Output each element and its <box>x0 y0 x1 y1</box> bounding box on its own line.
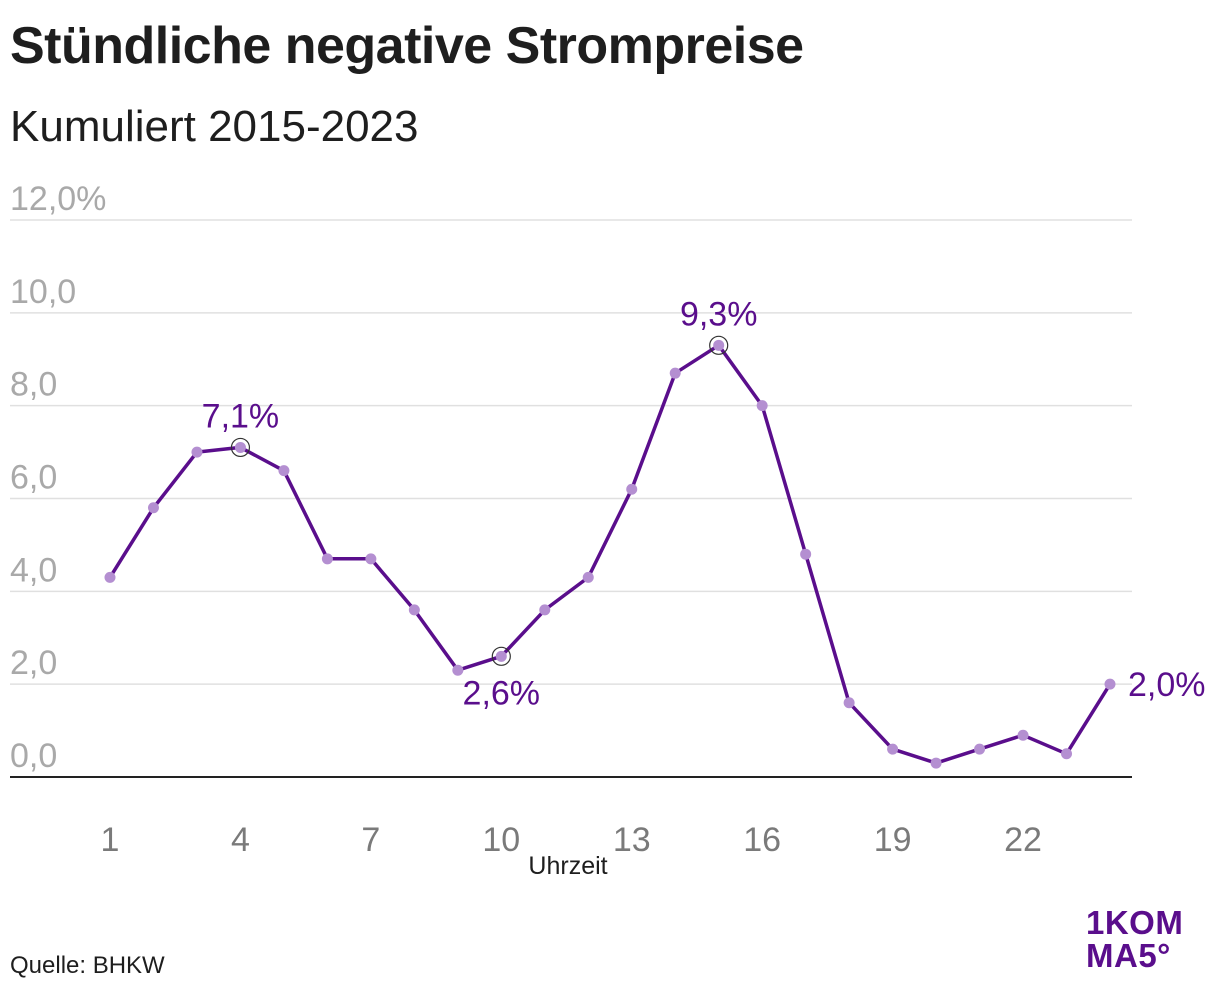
x-tick-label: 13 <box>613 821 651 859</box>
data-point <box>1017 729 1029 741</box>
data-point <box>278 465 290 477</box>
data-point <box>147 502 159 514</box>
data-point <box>365 553 377 565</box>
x-tick-label: 1 <box>101 821 120 859</box>
data-point <box>669 367 681 379</box>
x-tick-label: 19 <box>874 821 912 859</box>
logo-line-1: 1KOM <box>1086 904 1184 941</box>
y-tick-label: 10,0 <box>10 273 76 311</box>
highlight-ring <box>709 335 729 355</box>
data-point <box>408 604 420 616</box>
y-axis-ticks: 0,0 2,0 4,0 6,0 8,0 10,0 12,0% <box>10 180 106 775</box>
highlight-ring <box>230 437 251 458</box>
logo-line-2: MA5° <box>1086 937 1171 974</box>
gridlines <box>10 219 1132 685</box>
data-label: 9,3% <box>680 295 758 333</box>
data-label: 2,0% <box>1128 666 1206 704</box>
x-axis-label: Uhrzeit <box>528 852 607 880</box>
data-point <box>713 339 725 351</box>
data-point <box>930 757 942 769</box>
data-point <box>1104 678 1116 690</box>
data-point <box>800 548 812 560</box>
data-point <box>582 571 594 583</box>
data-point <box>234 441 246 453</box>
data-point <box>756 400 768 412</box>
data-annotations: 7,1% 2,6% 9,3% 2,0% <box>202 295 1206 712</box>
y-tick-label: 2,0 <box>10 644 57 682</box>
data-point <box>626 483 638 495</box>
data-point <box>321 553 333 565</box>
y-tick-label: 0,0 <box>10 737 57 775</box>
x-axis-ticks: 1 4 7 10 13 16 19 22 <box>101 821 1042 859</box>
data-point <box>104 571 116 583</box>
highlight-ring <box>491 646 511 666</box>
data-point <box>539 604 551 616</box>
data-label: 2,6% <box>463 674 541 712</box>
data-points <box>104 339 1116 769</box>
y-tick-label: 12,0% <box>10 180 106 218</box>
data-point <box>1061 748 1073 760</box>
chart-title: Stündliche negative Strompreise <box>10 17 804 75</box>
data-point <box>452 664 464 676</box>
data-point <box>495 650 507 662</box>
brand-logo: 1KOM MA5° <box>1086 906 1196 972</box>
y-tick-label: 8,0 <box>10 366 57 404</box>
x-tick-label: 22 <box>1004 821 1042 859</box>
x-tick-label: 16 <box>743 821 781 859</box>
data-point <box>887 743 899 755</box>
source-note: Quelle: BHKW <box>10 952 165 979</box>
x-tick-label: 7 <box>361 821 380 859</box>
series-line <box>108 343 1112 765</box>
x-tick-label: 4 <box>231 821 250 859</box>
x-tick-label: 10 <box>482 821 520 859</box>
y-tick-label: 4,0 <box>10 551 57 589</box>
chart-subtitle: Kumuliert 2015-2023 <box>10 102 419 151</box>
data-point <box>974 743 986 755</box>
data-point <box>191 446 203 458</box>
data-point <box>843 697 855 709</box>
y-tick-label: 6,0 <box>10 459 57 497</box>
data-label: 7,1% <box>202 397 280 435</box>
